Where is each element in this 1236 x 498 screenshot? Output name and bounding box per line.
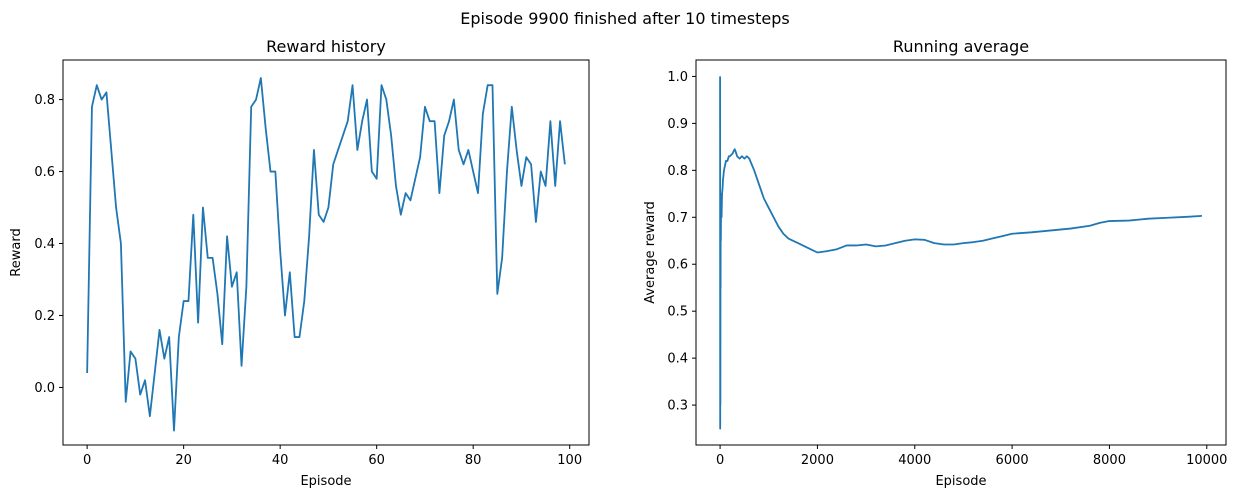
- running-average-ytick-label: 0.8: [667, 164, 688, 179]
- reward-history-ytick-label: 0.2: [34, 309, 55, 324]
- reward-history-xtick-label: 40: [272, 453, 289, 468]
- reward-history-xtick-label: 0: [83, 453, 91, 468]
- figure-suptitle: Episode 9900 finished after 10 timesteps: [460, 9, 789, 28]
- reward-history-xtick-label: 100: [557, 453, 582, 468]
- running-average-axes-frame: [695, 59, 1227, 446]
- running-average-ytick-label: 1.0: [667, 70, 688, 85]
- running-average-xtick-label: 10000: [1186, 453, 1227, 468]
- reward-history-axes-frame: [62, 59, 590, 446]
- running-average-xtick-label: 0: [716, 453, 724, 468]
- running-average-xtick-label: 2000: [801, 453, 834, 468]
- running-average-title: Running average: [893, 37, 1029, 56]
- running-average-xtick-label: 6000: [996, 453, 1029, 468]
- running-average-plot: Running average 0 2000 4000 6000 8000 10000 0.3…: [643, 37, 1227, 489]
- running-average-ytick-label: 0.4: [667, 352, 688, 367]
- reward-history-ytick-label: 0.0: [34, 381, 55, 396]
- running-average-ytick-label: 0.5: [667, 305, 688, 320]
- reward-history-xtick-label: 60: [368, 453, 385, 468]
- reward-history-xlabel: Episode: [300, 474, 351, 489]
- running-average-ytick-label: 0.9: [667, 117, 688, 132]
- reward-history-ylabel: Reward: [9, 228, 24, 276]
- running-average-ylabel: Average reward: [643, 201, 658, 304]
- running-average-xtick-label: 4000: [898, 453, 931, 468]
- running-average-ytick-label: 0.3: [667, 399, 688, 414]
- running-average-xtick-label: 8000: [1093, 453, 1126, 468]
- reward-history-ytick-label: 0.4: [34, 237, 55, 252]
- running-average-ytick-label: 0.6: [667, 258, 688, 273]
- running-average-ytick-label: 0.7: [667, 211, 688, 226]
- reward-history-plot: Reward history 0 20 40 60 80 100 0.0 0.2 0.4 0.6 0.…: [9, 37, 590, 489]
- reward-history-series-line: [86, 77, 566, 432]
- reward-history-title: Reward history: [266, 37, 386, 56]
- running-average-series-line: [719, 76, 1202, 430]
- reward-history-xtick-label: 20: [175, 453, 192, 468]
- reward-history-xtick-label: 80: [465, 453, 482, 468]
- running-average-xlabel: Episode: [935, 474, 986, 489]
- reward-history-ytick-label: 0.6: [34, 165, 55, 180]
- reward-history-ytick-label: 0.8: [34, 93, 55, 108]
